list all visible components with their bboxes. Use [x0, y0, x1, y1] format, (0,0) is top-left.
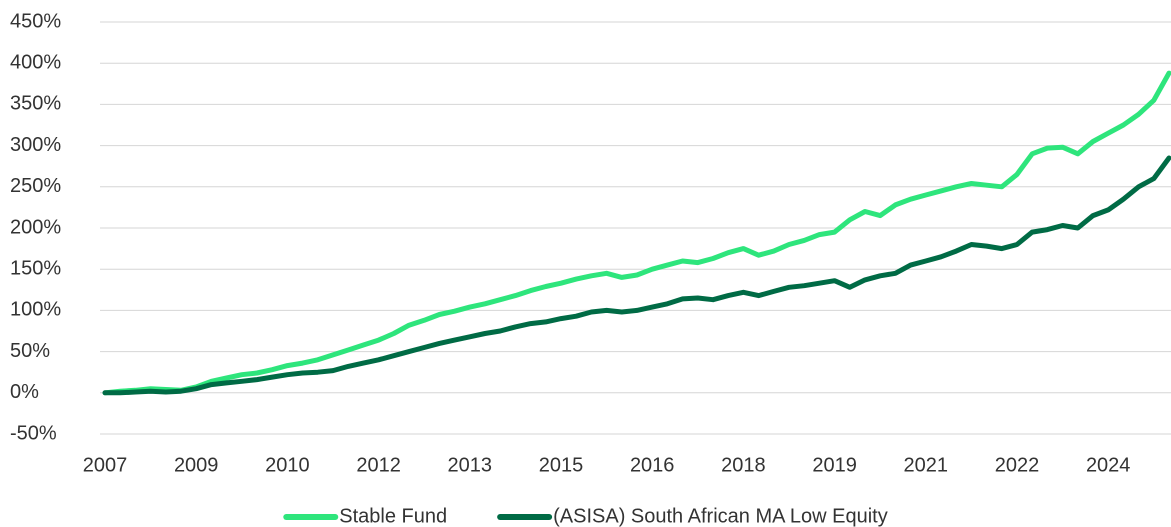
x-tick-label: 2013 — [448, 454, 493, 476]
x-tick-label: 2009 — [174, 454, 219, 476]
x-tick-label: 2019 — [812, 454, 857, 476]
data-line — [102, 70, 1171, 396]
x-tick-label: 2018 — [721, 454, 766, 476]
x-tick-label: 2010 — [265, 454, 310, 476]
x-tick-label: 2015 — [539, 454, 584, 476]
y-tick-label: 50% — [10, 340, 50, 362]
x-tick-label: 2007 — [83, 454, 128, 476]
y-tick-label: 450% — [10, 10, 61, 32]
y-tick-label: 0% — [10, 381, 39, 403]
legend-label: Stable Fund — [339, 505, 447, 527]
y-tick-label: 250% — [10, 175, 61, 197]
y-tick-label: 200% — [10, 216, 61, 238]
data-line — [102, 155, 1171, 396]
y-tick-label: 100% — [10, 299, 61, 321]
y-tick-label: 300% — [10, 134, 61, 156]
x-tick-label: 2024 — [1086, 454, 1131, 476]
x-tick-label: 2012 — [356, 454, 401, 476]
y-tick-label: 400% — [10, 51, 61, 73]
x-tick-label: 2016 — [630, 454, 675, 476]
y-tick-label: 350% — [10, 93, 61, 115]
x-tick-label: 2021 — [904, 454, 949, 476]
y-tick-label: 150% — [10, 257, 61, 279]
legend-label: (ASISA) South African MA Low Equity — [553, 505, 888, 527]
y-tick-label: -50% — [10, 422, 57, 444]
x-tick-label: 2022 — [995, 454, 1040, 476]
